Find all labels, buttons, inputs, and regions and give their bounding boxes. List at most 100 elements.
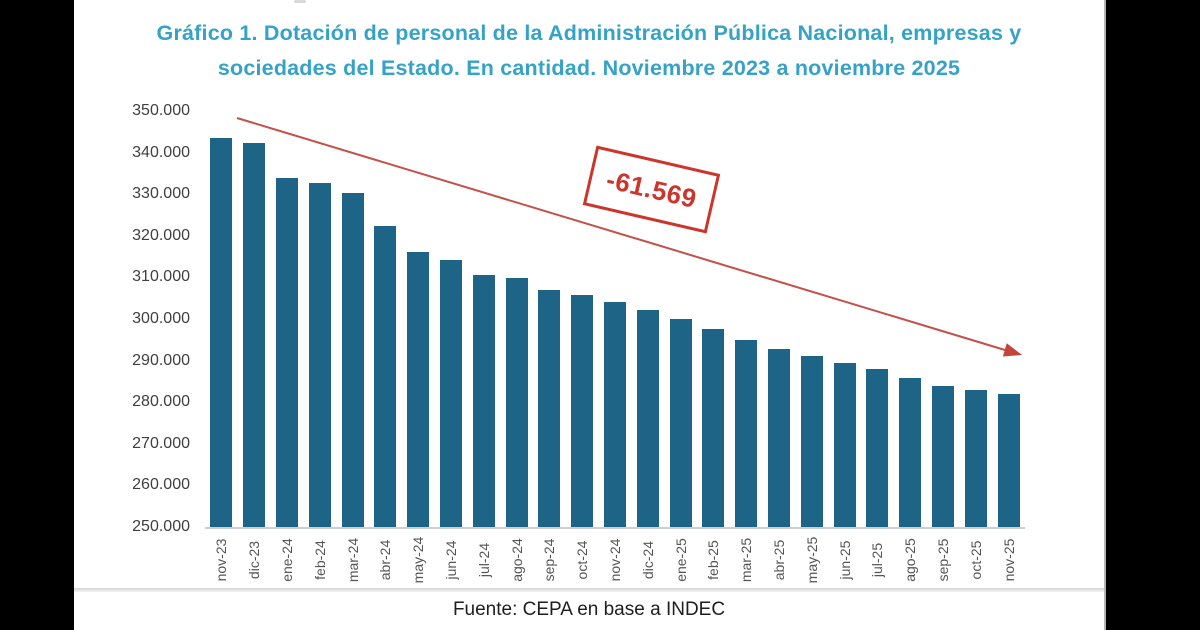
bar-slot [631, 111, 664, 527]
bar-ago-25 [899, 377, 922, 527]
bar-slot [369, 111, 402, 527]
x-tick-slot: ene-25 [664, 531, 697, 589]
x-tick-label: nov-23 [213, 538, 230, 582]
bar-slot [730, 111, 763, 527]
x-tick-label: feb-24 [311, 540, 328, 580]
bar-slot [697, 111, 730, 527]
y-tick-label: 290.000 [132, 351, 190, 369]
x-tick-label: nov-25 [1000, 538, 1017, 582]
x-tick-slot: mar-24 [336, 531, 369, 589]
x-tick-label: mar-25 [738, 537, 755, 583]
x-tick-slot: nov-25 [992, 531, 1025, 589]
x-tick-label: may-24 [410, 536, 427, 584]
x-tick-label: sep-25 [934, 538, 951, 582]
x-tick-slot: mar-25 [730, 531, 763, 589]
chart-title: Gráfico 1. Dotación de personal de la Ad… [74, 16, 1104, 86]
bar-ene-25 [669, 319, 692, 527]
x-tick-label: ago-25 [902, 538, 919, 582]
x-tick-slot: sep-24 [533, 531, 566, 589]
bar-abr-24 [374, 226, 397, 527]
bar-feb-24 [308, 182, 331, 527]
bar-nov-23 [210, 138, 233, 527]
y-axis-labels: 350.000 340.000 330.000 320.000 310.000 300.0… [74, 0, 190, 630]
x-tick-slot: oct-24 [566, 531, 599, 589]
bar-slot [205, 111, 238, 527]
right-black-bar [1104, 0, 1200, 630]
x-tick-slot: nov-24 [599, 531, 632, 589]
bar-slot [795, 111, 828, 527]
bar-oct-25 [964, 390, 987, 527]
y-tick-label: 250.000 [132, 518, 190, 535]
bar-sep-25 [931, 385, 954, 527]
bar-slot [238, 111, 271, 527]
chart-card: Gráfico 1. Dotación de personal de la Ad… [74, 0, 1104, 630]
x-tick-slot: dic-23 [238, 531, 271, 589]
x-tick-label: jul-24 [475, 542, 492, 578]
x-tick-slot: dic-24 [631, 531, 664, 589]
x-tick-slot: abr-25 [763, 531, 796, 589]
bar-slot [435, 111, 468, 527]
x-tick-slot: feb-25 [697, 531, 730, 589]
bar-dic-24 [636, 310, 659, 527]
x-tick-label: may-25 [803, 536, 820, 584]
left-black-bar [0, 0, 74, 630]
bar-may-24 [407, 251, 430, 527]
bar-may-25 [800, 356, 823, 527]
x-tick-slot: nov-23 [205, 531, 238, 589]
x-tick-slot: oct-25 [959, 531, 992, 589]
bar-jun-24 [439, 260, 462, 527]
bar-slot [599, 111, 632, 527]
y-tick-label: 330.000 [132, 185, 190, 203]
bar-slot [959, 111, 992, 527]
bar-slot [500, 111, 533, 527]
bar-slot [861, 111, 894, 527]
x-tick-slot: feb-24 [303, 531, 336, 589]
x-tick-label: feb-25 [705, 540, 722, 580]
x-tick-slot: may-24 [402, 531, 435, 589]
bar-jul-25 [866, 369, 889, 527]
y-tick-label: 270.000 [132, 434, 190, 452]
bar-slot [533, 111, 566, 527]
bar-slot [467, 111, 500, 527]
x-tick-slot: ago-25 [894, 531, 927, 589]
bar-slot [894, 111, 927, 527]
bar-slot [271, 111, 304, 527]
x-tick-slot: sep-25 [927, 531, 960, 589]
bar-dic-23 [243, 143, 266, 527]
bar-slot [336, 111, 369, 527]
x-tick-label: nov-24 [606, 538, 623, 582]
bar-ago-24 [505, 278, 528, 527]
x-tick-slot: jul-25 [861, 531, 894, 589]
x-tick-label: abr-25 [770, 539, 787, 581]
y-tick-label: 280.000 [132, 393, 190, 411]
bar-sep-24 [538, 290, 561, 527]
bar-slot [402, 111, 435, 527]
source-text: Fuente: CEPA en base a INDEC [452, 599, 726, 620]
bar-slot [992, 111, 1025, 527]
chart-title-line1: Gráfico 1. Dotación de personal de la Ad… [156, 21, 1022, 45]
x-tick-label: dic-23 [246, 540, 263, 580]
x-tick-label: ene-25 [672, 538, 689, 582]
y-tick-label: 310.000 [132, 268, 190, 286]
bar-slot [303, 111, 336, 527]
x-tick-label: ene-24 [278, 538, 295, 582]
bar-slot [927, 111, 960, 527]
y-tick-label: 320.000 [132, 226, 190, 244]
x-tick-label: sep-24 [541, 538, 558, 582]
bar-slot [664, 111, 697, 527]
bar-nov-25 [997, 394, 1020, 527]
bar-oct-24 [571, 294, 594, 527]
x-tick-label: abr-24 [377, 539, 394, 581]
bar-slot [763, 111, 796, 527]
bar-abr-25 [767, 349, 790, 527]
chart-title-line2: sociedades del Estado. En cantidad. Novi… [217, 56, 961, 80]
x-tick-label: dic-24 [639, 540, 656, 580]
x-tick-slot: jun-24 [435, 531, 468, 589]
x-tick-slot: jun-25 [828, 531, 861, 589]
bar-slot [828, 111, 861, 527]
x-tick-label: oct-25 [967, 540, 984, 580]
x-tick-label: jun-25 [836, 540, 853, 580]
x-tick-slot: abr-24 [369, 531, 402, 589]
y-tick-label: 300.000 [132, 310, 190, 327]
